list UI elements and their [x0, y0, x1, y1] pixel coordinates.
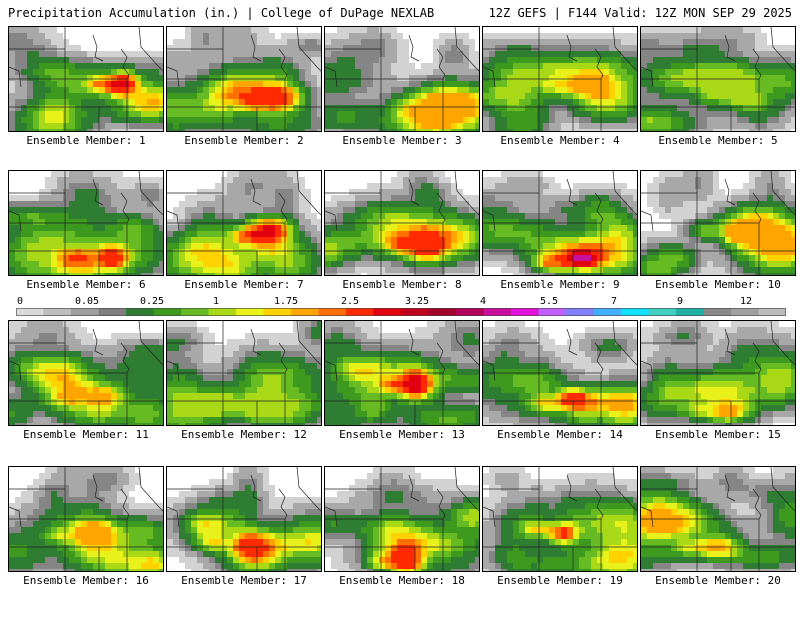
precip-map	[482, 320, 638, 426]
precip-map	[482, 466, 638, 572]
colorbar-swatch	[731, 308, 759, 316]
colorbar-tick-label: 3.25	[405, 296, 429, 307]
precip-map	[8, 320, 164, 426]
colorbar-swatch	[209, 308, 237, 316]
ensemble-panel: Ensemble Member: 4	[482, 26, 638, 186]
colorbar-swatch	[621, 308, 649, 316]
colorbar-swatch	[44, 308, 72, 316]
precip-map	[166, 466, 322, 572]
member-caption: Ensemble Member: 5	[640, 134, 796, 147]
ensemble-panel: Ensemble Member: 20	[640, 466, 796, 626]
colorbar-tick-label: 4	[480, 296, 486, 307]
member-caption: Ensemble Member: 2	[166, 134, 322, 147]
member-caption: Ensemble Member: 11	[8, 428, 164, 441]
ensemble-panel: Ensemble Member: 15	[640, 320, 796, 480]
colorbar-swatch	[649, 308, 677, 316]
colorbar-tick-label: 12	[740, 296, 752, 307]
colorbar-tick-label: 1	[213, 296, 219, 307]
colorbar-scale	[16, 308, 786, 316]
colorbar-swatch	[374, 308, 402, 316]
precip-map	[640, 26, 796, 132]
colorbar-swatch	[456, 308, 484, 316]
colorbar-tick-label: 0.05	[75, 296, 99, 307]
ensemble-panel: Ensemble Member: 14	[482, 320, 638, 480]
run-valid-time: 12Z GEFS | F144 Valid: 12Z MON SEP 29 20…	[489, 6, 792, 20]
member-caption: Ensemble Member: 15	[640, 428, 796, 441]
colorbar-swatch	[99, 308, 127, 316]
colorbar-swatch	[566, 308, 594, 316]
colorbar: 0 0.05 0.25 1 1.75 2.5 3.25 4 5.5 7 9 12	[16, 296, 786, 320]
precip-map	[324, 26, 480, 132]
colorbar-swatch	[154, 308, 182, 316]
colorbar-swatch	[511, 308, 539, 316]
member-caption: Ensemble Member: 20	[640, 574, 796, 587]
colorbar-swatch	[401, 308, 429, 316]
member-caption: Ensemble Member: 4	[482, 134, 638, 147]
ensemble-panel: Ensemble Member: 2	[166, 26, 322, 186]
ensemble-panel: Ensemble Member: 18	[324, 466, 480, 626]
precip-map	[324, 170, 480, 276]
member-caption: Ensemble Member: 18	[324, 574, 480, 587]
colorbar-swatch	[236, 308, 264, 316]
colorbar-swatch	[126, 308, 154, 316]
colorbar-swatch	[71, 308, 99, 316]
ensemble-panel: Ensemble Member: 3	[324, 26, 480, 186]
member-caption: Ensemble Member: 13	[324, 428, 480, 441]
member-caption: Ensemble Member: 17	[166, 574, 322, 587]
colorbar-swatch	[539, 308, 567, 316]
member-caption: Ensemble Member: 6	[8, 278, 164, 291]
colorbar-tick-label: 2.5	[341, 296, 359, 307]
colorbar-swatch	[429, 308, 457, 316]
colorbar-swatch	[264, 308, 292, 316]
colorbar-tick-label: 7	[611, 296, 617, 307]
precip-map	[8, 466, 164, 572]
precip-map	[482, 26, 638, 132]
member-caption: Ensemble Member: 19	[482, 574, 638, 587]
colorbar-tick-label: 9	[677, 296, 683, 307]
precip-map	[482, 170, 638, 276]
member-caption: Ensemble Member: 3	[324, 134, 480, 147]
chart-title: Precipitation Accumulation (in.) | Colle…	[8, 6, 434, 20]
member-caption: Ensemble Member: 7	[166, 278, 322, 291]
precip-map	[8, 26, 164, 132]
precip-map	[640, 466, 796, 572]
colorbar-swatch	[676, 308, 704, 316]
member-caption: Ensemble Member: 14	[482, 428, 638, 441]
member-caption: Ensemble Member: 10	[640, 278, 796, 291]
precip-map	[640, 320, 796, 426]
ensemble-panel: Ensemble Member: 11	[8, 320, 164, 480]
precip-map	[166, 26, 322, 132]
member-caption: Ensemble Member: 9	[482, 278, 638, 291]
precip-map	[324, 466, 480, 572]
precip-map	[640, 170, 796, 276]
member-caption: Ensemble Member: 16	[8, 574, 164, 587]
precip-map	[8, 170, 164, 276]
precip-map	[324, 320, 480, 426]
colorbar-swatch	[181, 308, 209, 316]
precip-map	[166, 320, 322, 426]
colorbar-swatch	[346, 308, 374, 316]
ensemble-panel: Ensemble Member: 17	[166, 466, 322, 626]
colorbar-swatch	[704, 308, 732, 316]
ensemble-panel: Ensemble Member: 5	[640, 26, 796, 186]
colorbar-swatch	[484, 308, 512, 316]
colorbar-swatch	[759, 308, 787, 316]
colorbar-swatch	[594, 308, 622, 316]
colorbar-swatch	[16, 308, 44, 316]
ensemble-panel: Ensemble Member: 1	[8, 26, 164, 186]
member-caption: Ensemble Member: 1	[8, 134, 164, 147]
colorbar-swatch	[291, 308, 319, 316]
colorbar-tick-label: 0.25	[140, 296, 164, 307]
colorbar-tick-label: 0	[17, 296, 23, 307]
precip-map	[166, 170, 322, 276]
colorbar-tick-label: 1.75	[274, 296, 298, 307]
ensemble-panel: Ensemble Member: 19	[482, 466, 638, 626]
colorbar-tick-label: 5.5	[540, 296, 558, 307]
member-caption: Ensemble Member: 12	[166, 428, 322, 441]
colorbar-swatch	[319, 308, 347, 316]
ensemble-panel: Ensemble Member: 12	[166, 320, 322, 480]
ensemble-panel: Ensemble Member: 16	[8, 466, 164, 626]
ensemble-panel: Ensemble Member: 13	[324, 320, 480, 480]
member-caption: Ensemble Member: 8	[324, 278, 480, 291]
